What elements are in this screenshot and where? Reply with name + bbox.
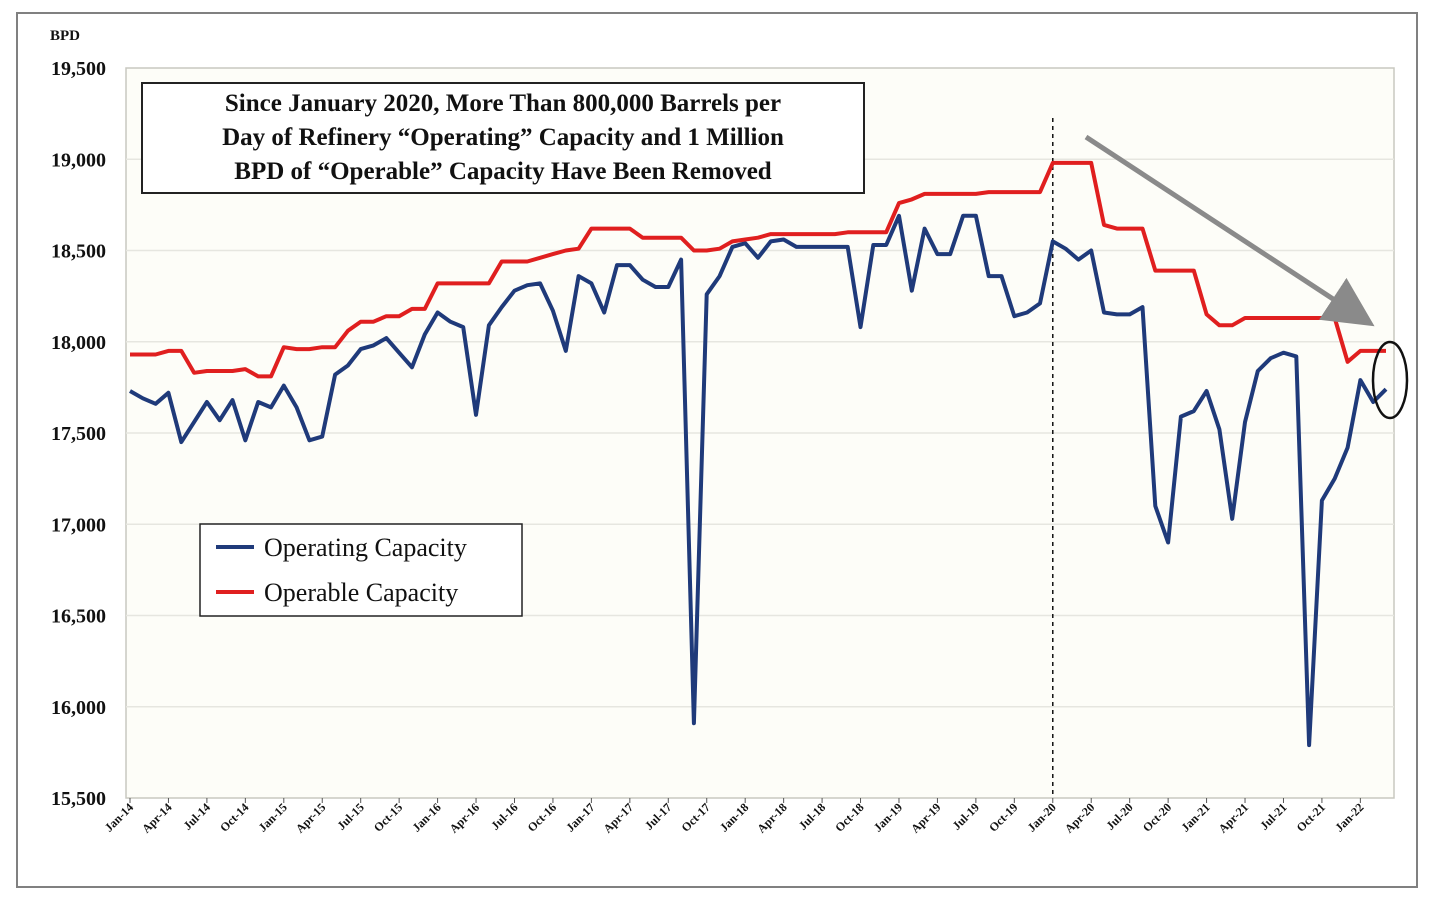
legend: Operating Capacity Operable Capacity <box>199 523 523 617</box>
y-tick-label: 18,000 <box>51 332 106 354</box>
y-axis-ticks: 15,500 16,000 16,500 17,000 17,500 18,000 18,5… <box>51 58 106 810</box>
x-tick-label: Oct-20 <box>1140 800 1174 834</box>
x-tick-label: Oct-17 <box>678 800 712 834</box>
y-tick-label: 16,000 <box>51 697 106 719</box>
x-axis-ticks: Jan-14 Apr-14 Jul-14 Oct-14 Jan-15 Apr-15 Jul-… <box>102 798 1366 836</box>
x-tick-label: Jan-22 <box>1332 800 1366 834</box>
x-tick-label: Apr-15 <box>293 800 329 836</box>
y-tick-label: 16,500 <box>51 606 106 628</box>
title-line-3: BPD of “Operable” Capacity Have Been Rem… <box>234 158 772 185</box>
x-tick-label: Jul-18 <box>796 800 829 833</box>
x-tick-label: Apr-18 <box>754 800 790 836</box>
x-tick-label: Jan-14 <box>102 800 136 834</box>
x-tick-label: Jul-17 <box>642 800 675 833</box>
x-tick-label: Oct-15 <box>371 800 405 834</box>
x-tick-label: Jan-16 <box>409 800 443 834</box>
x-tick-label: Jan-20 <box>1024 800 1058 834</box>
x-tick-label: Oct-16 <box>525 800 559 834</box>
x-tick-label: Jan-19 <box>871 800 905 834</box>
legend-item-operating: Operating Capacity <box>216 533 467 562</box>
x-tick-label: Apr-14 <box>139 800 175 836</box>
y-tick-label: 17,000 <box>51 514 106 536</box>
x-tick-label: Jul-14 <box>180 800 213 833</box>
title-line-2: Day of Refinery “Operating” Capacity and… <box>222 124 784 151</box>
x-tick-label: Apr-21 <box>1216 800 1252 836</box>
title-box: Since January 2020, More Than 800,000 Ba… <box>141 82 865 194</box>
x-tick-label: Apr-16 <box>447 800 483 836</box>
title-line-1: Since January 2020, More Than 800,000 Ba… <box>225 90 781 117</box>
y-tick-label: 19,000 <box>51 149 106 171</box>
legend-label-operating: Operating Capacity <box>264 533 467 562</box>
x-tick-label: Jan-15 <box>256 800 290 834</box>
legend-item-operable: Operable Capacity <box>216 578 458 607</box>
legend-label-operable: Operable Capacity <box>264 578 458 607</box>
series-line-operable-capacity <box>130 160 1386 379</box>
y-tick-label: 17,500 <box>51 423 106 445</box>
x-tick-label: Oct-21 <box>1294 800 1328 834</box>
x-tick-label: Apr-20 <box>1062 800 1098 836</box>
y-tick-label: 19,500 <box>51 58 106 80</box>
x-tick-label: Oct-14 <box>217 800 251 834</box>
x-tick-label: Jul-19 <box>949 800 982 833</box>
x-tick-label: Oct-19 <box>986 800 1020 834</box>
x-tick-label: Oct-18 <box>832 800 866 834</box>
x-tick-label: Jul-16 <box>488 800 521 833</box>
x-tick-label: Jul-20 <box>1103 800 1136 833</box>
downward-trend-arrow <box>1084 134 1375 327</box>
x-tick-label: Apr-17 <box>600 800 636 836</box>
series-lines <box>129 160 1388 748</box>
x-tick-label: Jan-21 <box>1178 800 1212 834</box>
y-tick-label: 18,500 <box>51 241 106 263</box>
x-tick-label: Apr-19 <box>908 800 944 836</box>
x-tick-label: Jul-15 <box>334 800 367 833</box>
x-tick-label: Jan-18 <box>717 800 751 834</box>
latest-value-highlight-circle <box>1371 340 1409 420</box>
y-axis-unit-label: BPD <box>50 28 80 44</box>
x-tick-label: Jan-17 <box>563 800 597 834</box>
y-tick-label: 15,500 <box>51 788 106 810</box>
series-line-operating-capacity <box>129 213 1388 748</box>
x-tick-label: Jul-21 <box>1257 800 1290 833</box>
